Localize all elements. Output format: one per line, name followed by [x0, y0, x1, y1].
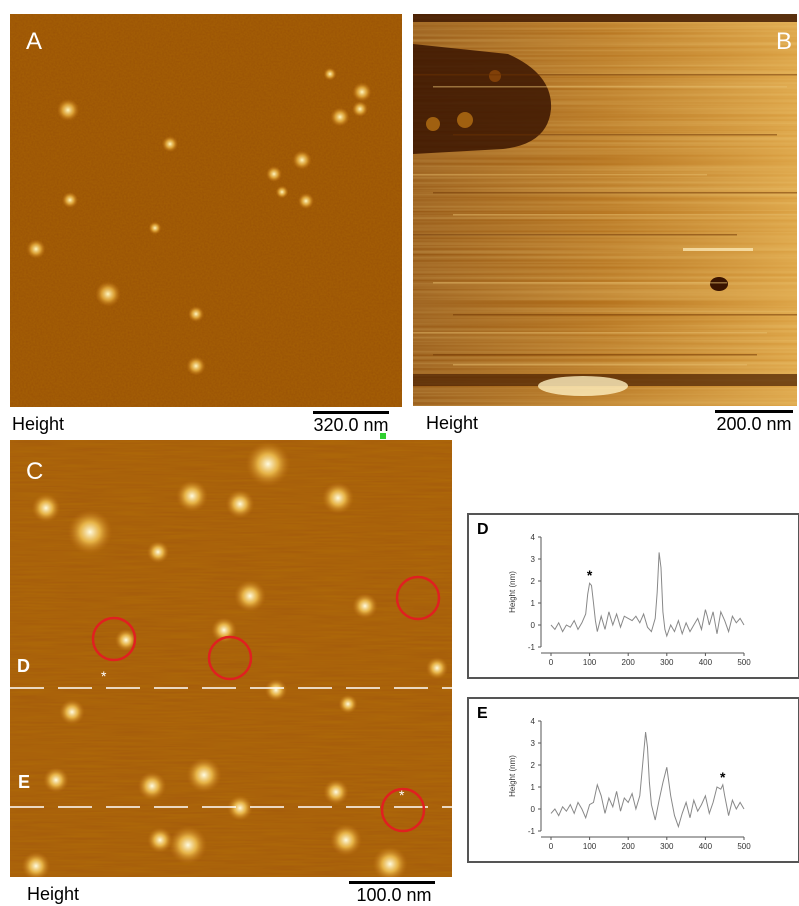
red-circle: [91, 616, 137, 662]
peak-asterisk: *: [720, 769, 726, 785]
x-tick-label: 100: [583, 658, 597, 667]
x-tick-label: 0: [549, 658, 554, 667]
x-tick-label: 500: [737, 658, 751, 667]
panel-a-scale-label: 320.0 nm: [313, 415, 389, 435]
panel-letter-b: B: [776, 28, 793, 55]
y-tick-label: 2: [531, 761, 536, 770]
y-tick-label: 0: [531, 805, 536, 814]
panel-a-scale-bar: [313, 411, 389, 414]
panel-b-scale-label: 200.0 nm: [716, 414, 792, 434]
x-tick-label: 400: [699, 658, 713, 667]
x-tick-label: 300: [660, 842, 674, 851]
y-tick-label: 3: [531, 739, 536, 748]
profile-chart-e: -1 0 1 2 3 4 0 100 200 300 400 500 Height (nm) *: [508, 717, 751, 851]
afm-image-c: [10, 440, 452, 877]
profile-trace: [550, 552, 745, 638]
plot-letter-d: D: [477, 521, 489, 538]
line-label-d: D: [17, 656, 30, 676]
red-circle: [380, 787, 426, 833]
panel-c-scale-bar: [349, 881, 435, 884]
profile-plot-d: D -1 0 1 2 3 4 0 100 200 300 400 500 Height (nm) *: [467, 513, 799, 679]
line-label-e: E: [18, 772, 31, 792]
y-tick-label: 4: [531, 717, 536, 726]
y-tick-label: 2: [531, 577, 536, 586]
x-tick-label: 100: [583, 842, 597, 851]
marker-square: [380, 433, 386, 439]
x-tick-label: 200: [622, 842, 636, 851]
panel-c-caption: Height: [27, 884, 80, 904]
red-circle: [395, 575, 441, 621]
peak-asterisk: *: [587, 567, 593, 583]
y-axis-label: Height (nm): [508, 755, 517, 797]
y-axis-label: Height (nm): [508, 571, 517, 613]
chart-axes: -1 0 1 2 3 4 0 100 200 300 400 500 Height (nm): [508, 533, 751, 667]
y-tick-label: -1: [528, 827, 536, 836]
y-tick-label: 1: [531, 783, 536, 792]
y-tick-label: 1: [531, 599, 536, 608]
chart-axes: -1 0 1 2 3 4 0 100 200 300 400 500 Height (nm): [508, 717, 751, 851]
panel-a-caption: Height: [12, 414, 65, 434]
x-tick-label: 400: [699, 842, 713, 851]
panel-b-scale-bar: [715, 410, 793, 413]
y-tick-label: -1: [528, 643, 536, 652]
y-tick-label: 3: [531, 555, 536, 564]
panel-b-caption: Height: [426, 413, 479, 433]
panel-c-scale-label: 100.0 nm: [356, 885, 432, 905]
panel-letter-a: A: [26, 28, 43, 55]
profile-plot-e: E -1 0 1 2 3 4 0 100 200 300 400 500 Height (nm) *: [467, 697, 799, 863]
profile-chart-d: -1 0 1 2 3 4 0 100 200 300 400 500 Height (nm) *: [508, 533, 751, 667]
red-circle: [207, 635, 253, 681]
asterisk-d: *: [101, 668, 107, 684]
asterisk-e: *: [399, 787, 405, 803]
y-tick-label: 4: [531, 533, 536, 542]
afm-image-a: [10, 14, 402, 407]
profile-trace: [550, 731, 745, 829]
x-tick-label: 0: [549, 842, 554, 851]
x-tick-label: 300: [660, 658, 674, 667]
x-tick-label: 200: [622, 658, 636, 667]
panel-letter-c: C: [26, 458, 44, 485]
plot-letter-e: E: [477, 705, 488, 722]
afm-image-b: [413, 14, 797, 406]
x-tick-label: 500: [737, 842, 751, 851]
y-tick-label: 0: [531, 621, 536, 630]
